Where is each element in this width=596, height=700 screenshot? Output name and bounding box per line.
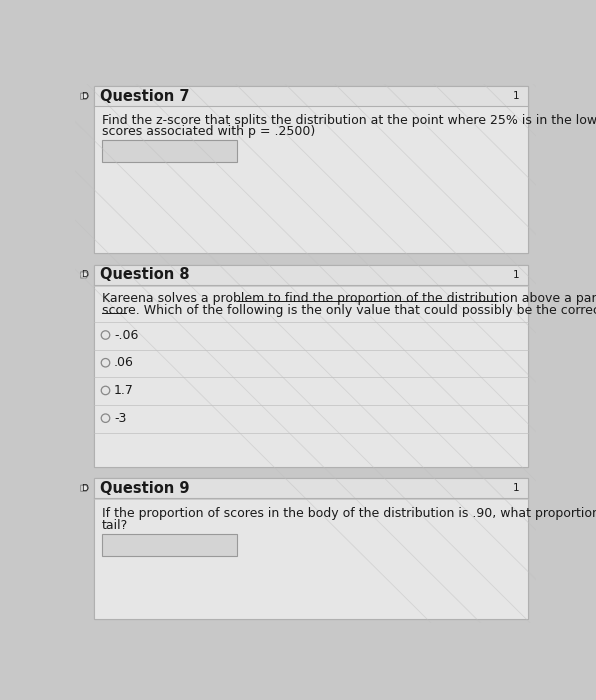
FancyBboxPatch shape (94, 106, 528, 253)
FancyBboxPatch shape (94, 265, 528, 285)
Polygon shape (80, 485, 88, 491)
Polygon shape (80, 93, 88, 99)
FancyBboxPatch shape (94, 478, 528, 619)
FancyBboxPatch shape (94, 498, 528, 619)
Text: D: D (81, 484, 88, 493)
Text: tail?: tail? (102, 519, 128, 532)
Text: Find the z-score that splits the distribution at the point where 25% is in the l: Find the z-score that splits the distrib… (102, 113, 596, 127)
FancyBboxPatch shape (94, 265, 528, 468)
Text: 1: 1 (513, 483, 519, 493)
Text: score. Which of the following is the only value that could possibly be the corre: score. Which of the following is the onl… (102, 304, 596, 317)
FancyBboxPatch shape (94, 478, 528, 498)
Text: If the proportion of scores in the body of the distribution is .90, what proport: If the proportion of scores in the body … (102, 508, 596, 520)
Text: -.06: -.06 (114, 328, 138, 342)
FancyBboxPatch shape (94, 86, 528, 253)
Text: 1.7: 1.7 (114, 384, 134, 397)
Text: Question 7: Question 7 (100, 89, 190, 104)
Text: Kareena solves a problem to find the proportion of the distribution above a part: Kareena solves a problem to find the pro… (102, 293, 596, 305)
Text: Question 9: Question 9 (100, 481, 190, 496)
Text: D: D (81, 270, 88, 279)
FancyBboxPatch shape (94, 285, 528, 468)
Text: Question 8: Question 8 (100, 267, 190, 283)
Polygon shape (80, 272, 88, 278)
Text: 1: 1 (513, 270, 519, 280)
Text: 1: 1 (513, 91, 519, 101)
FancyBboxPatch shape (102, 140, 237, 162)
FancyBboxPatch shape (94, 86, 528, 106)
Text: .06: .06 (114, 356, 134, 369)
Text: D: D (81, 92, 88, 101)
Text: scores associated with p = .2500): scores associated with p = .2500) (102, 125, 315, 138)
Text: -3: -3 (114, 412, 126, 425)
FancyBboxPatch shape (102, 535, 237, 556)
